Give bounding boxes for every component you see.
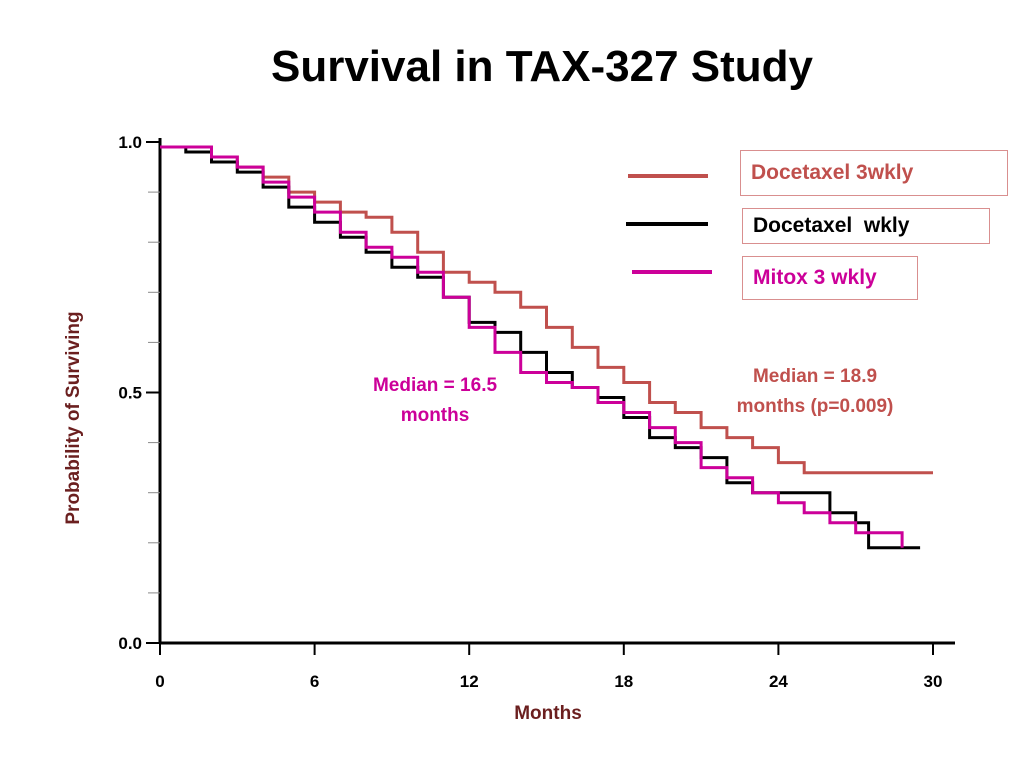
x-tick-label: 18 (614, 672, 633, 691)
x-tick-label: 30 (924, 672, 943, 691)
legend-label: Mitox 3 wkly (753, 266, 877, 289)
chart-title: Survival in TAX-327 Study (270, 42, 813, 91)
legend-label: Docetaxel 3wkly (751, 161, 914, 184)
legend-entry-mitox: Mitox 3 wkly (742, 256, 918, 300)
legend-entry-docetaxel-3wkly: Docetaxel 3wkly (740, 150, 1008, 196)
legend-line-docetaxel-wkly (626, 222, 708, 226)
annotation-median-mitox: Median = 16.5 months (340, 371, 530, 431)
y-tick-label: 0.5 (118, 384, 142, 403)
x-axis-label: Months (514, 703, 582, 724)
legend-entry-docetaxel-wkly: Docetaxel wkly (742, 208, 990, 244)
annotation-line: months (p=0.009) (736, 396, 894, 417)
annotation-line: months (400, 405, 470, 426)
x-tick-label: 0 (155, 672, 164, 691)
x-tick-label: 12 (460, 672, 479, 691)
annotation-line: Median = 16.5 (372, 375, 498, 396)
y-tick-label: 1.0 (118, 133, 142, 152)
legend-line-docetaxel-3wkly (628, 174, 708, 178)
annotation-line: Median = 18.9 (752, 366, 878, 387)
x-tick-label: 6 (310, 672, 319, 691)
legend-label: Docetaxel wkly (753, 214, 910, 237)
x-tick-label: 24 (769, 672, 788, 691)
y-axis-label: Probability of Surviving (63, 311, 84, 525)
y-tick-label: 0.0 (118, 634, 142, 653)
series-line-mitox-3-wkly (160, 145, 904, 548)
legend-line-mitox (632, 270, 712, 274)
annotation-median-docetaxel: Median = 18.9 months (p=0.009) (708, 362, 922, 422)
